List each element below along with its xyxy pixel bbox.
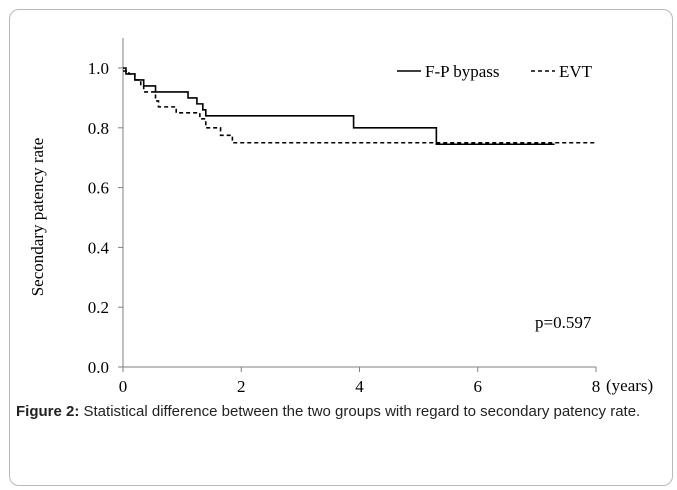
- x-axis-label: (years): [606, 376, 653, 395]
- y-tick-label: 1.0: [88, 59, 109, 78]
- p-value-annotation: p=0.597: [535, 313, 592, 332]
- y-axis-label: Secondary patency rate: [28, 138, 47, 297]
- y-tick-label: 0.2: [88, 298, 109, 317]
- legend: F-P bypass EVT: [397, 62, 593, 81]
- caption-label: Figure 2:: [16, 403, 80, 420]
- y-tick-label: 0.6: [88, 179, 109, 198]
- x-tick-label: 6: [474, 377, 483, 396]
- legend-label-evt: EVT: [559, 62, 593, 81]
- y-tick-label: 0.4: [88, 238, 110, 257]
- x-tick-label: 4: [355, 377, 364, 396]
- y-tick-label: 0.8: [88, 119, 109, 138]
- series-line-evt: [123, 70, 596, 144]
- survival-chart: 0.0 0.2 0.4 0.6 0.8 1.0 0 2 4 6 8 F-P bypass EVT Se…: [28, 38, 653, 396]
- figure-caption: Figure 2: Statistical difference between…: [16, 402, 662, 422]
- x-tick-label: 0: [119, 377, 128, 396]
- x-tick-label: 2: [237, 377, 246, 396]
- y-tick-label: 0.0: [88, 358, 109, 377]
- x-tick-label: 8: [592, 377, 601, 396]
- legend-label-f-p-bypass: F-P bypass: [425, 62, 499, 81]
- axes: 0.0 0.2 0.4 0.6 0.8 1.0 0 2 4 6 8: [88, 38, 601, 396]
- series-group: [123, 67, 596, 146]
- caption-text: Statistical difference between the two g…: [79, 403, 641, 420]
